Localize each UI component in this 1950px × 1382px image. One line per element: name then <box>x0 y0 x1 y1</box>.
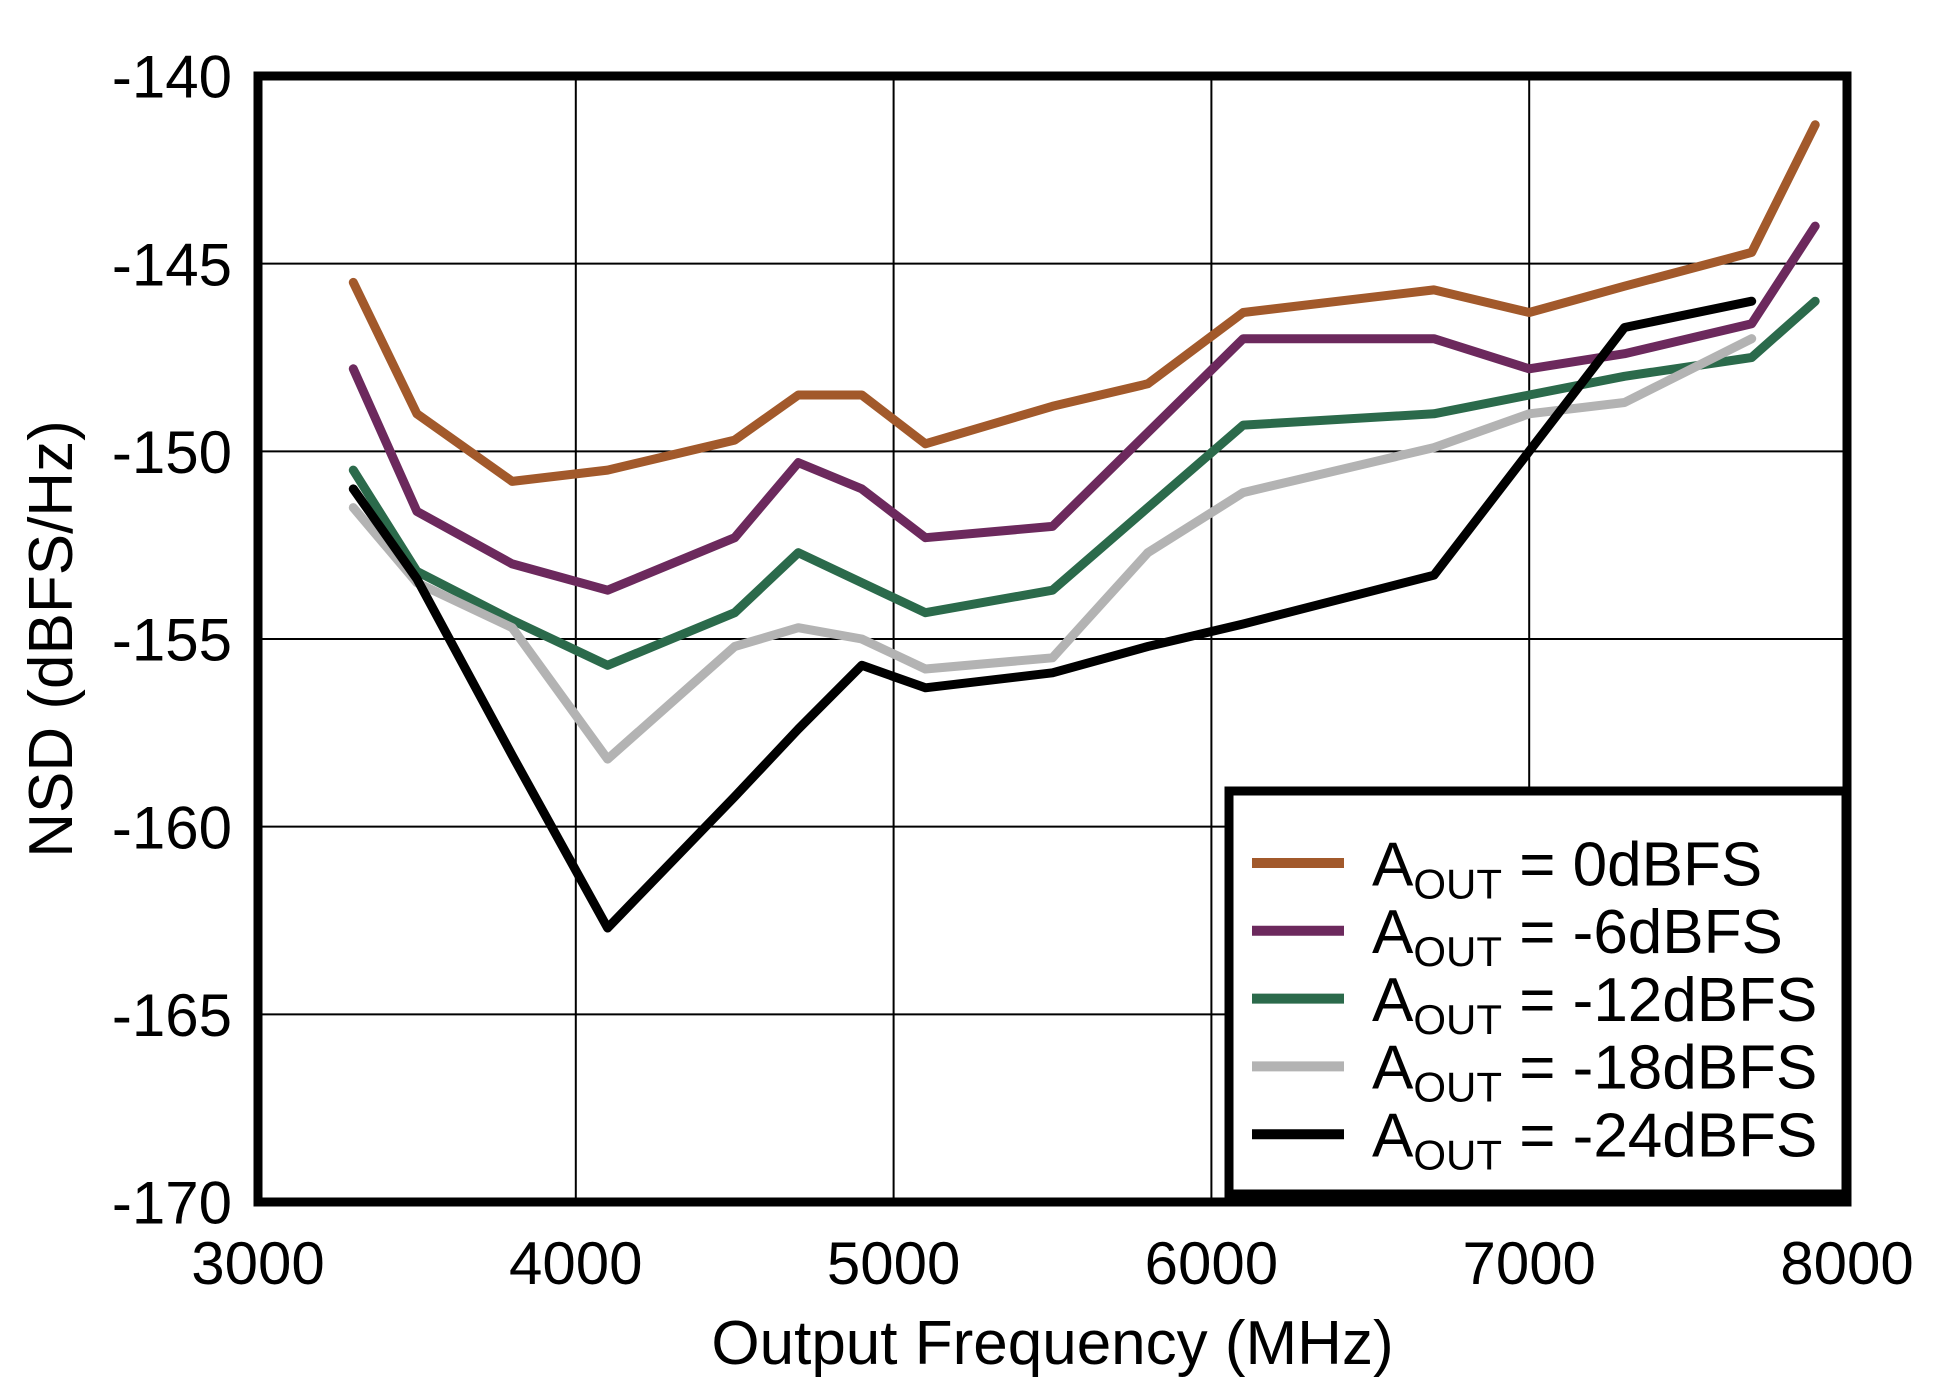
plot-border <box>253 71 1852 1207</box>
x-tick-label: 7000 <box>1462 1230 1595 1297</box>
series-line-aout-6dbfs <box>348 221 1820 595</box>
x-tick-label: 4000 <box>509 1230 642 1297</box>
legend-label-aout-0dbfs: AOUT = 0dBFS <box>1372 830 1762 907</box>
y-tick-label: -140 <box>112 44 232 111</box>
legend-label-aout-18dbfs: AOUT = -18dBFS <box>1372 1034 1817 1111</box>
series-line-aout-18dbfs <box>348 334 1757 764</box>
y-tick-label: -150 <box>112 419 232 486</box>
y-axis-title: NSD (dBFS/Hz) <box>17 420 86 858</box>
legend-label-aout-24dbfs: AOUT = -24dBFS <box>1372 1102 1817 1179</box>
y-tick-label: -165 <box>112 982 232 1049</box>
x-tick-label: 8000 <box>1780 1230 1913 1297</box>
x-tick-label: 6000 <box>1145 1230 1278 1297</box>
legend-label-aout-12dbfs: AOUT = -12dBFS <box>1372 966 1817 1043</box>
legend-box <box>1224 786 1851 1199</box>
y-tick-label: -155 <box>112 607 232 674</box>
y-tick-label: -170 <box>112 1170 232 1237</box>
legend-label-aout-6dbfs: AOUT = -6dBFS <box>1372 898 1783 975</box>
series-line-aout-0dbfs <box>348 120 1820 486</box>
y-tick-label: -160 <box>112 794 232 861</box>
x-tick-label: 3000 <box>191 1230 324 1297</box>
series-line-aout-24dbfs <box>348 296 1757 933</box>
x-axis-title: Output Frequency (MHz) <box>711 1309 1394 1378</box>
x-tick-label: 5000 <box>827 1230 960 1297</box>
y-tick-label: -145 <box>112 231 232 298</box>
